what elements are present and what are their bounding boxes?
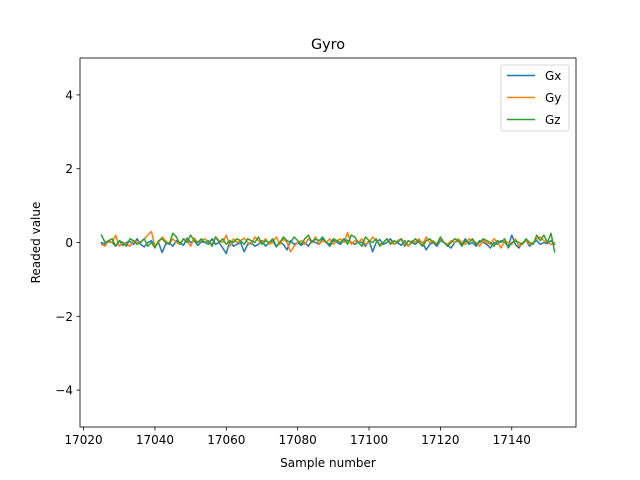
y-tick-label: 0 bbox=[65, 236, 73, 250]
y-tick-label: −4 bbox=[55, 384, 73, 398]
x-axis-label: Sample number bbox=[280, 456, 376, 470]
series-layer bbox=[100, 230, 556, 255]
y-tick-label: 2 bbox=[65, 162, 73, 176]
y-axis-label: Readed value bbox=[29, 202, 43, 284]
legend-label-gy: Gy bbox=[545, 91, 561, 105]
y-tick-label: 4 bbox=[65, 88, 73, 102]
series-line-gy bbox=[100, 230, 556, 253]
legend: Gx Gy Gz bbox=[500, 64, 570, 132]
legend-label-gx: Gx bbox=[545, 69, 561, 83]
y-tick-label: −2 bbox=[55, 310, 73, 324]
x-tick-label: 17040 bbox=[136, 433, 174, 447]
x-tick-label: 17120 bbox=[421, 433, 459, 447]
chart-title: Gyro bbox=[311, 37, 345, 53]
series-line-gz bbox=[100, 232, 556, 253]
x-axis-ticks: 17020 17040 17060 17080 17100 17120 17140 bbox=[64, 427, 531, 447]
x-tick-label: 17100 bbox=[350, 433, 388, 447]
x-tick-label: 17140 bbox=[493, 433, 531, 447]
y-axis-ticks: −4 −2 0 2 4 bbox=[55, 88, 80, 398]
x-tick-label: 17020 bbox=[64, 433, 102, 447]
legend-label-gz: Gz bbox=[545, 113, 561, 127]
x-tick-label: 17060 bbox=[207, 433, 245, 447]
series-line-gx bbox=[100, 234, 556, 255]
x-tick-label: 17080 bbox=[279, 433, 317, 447]
